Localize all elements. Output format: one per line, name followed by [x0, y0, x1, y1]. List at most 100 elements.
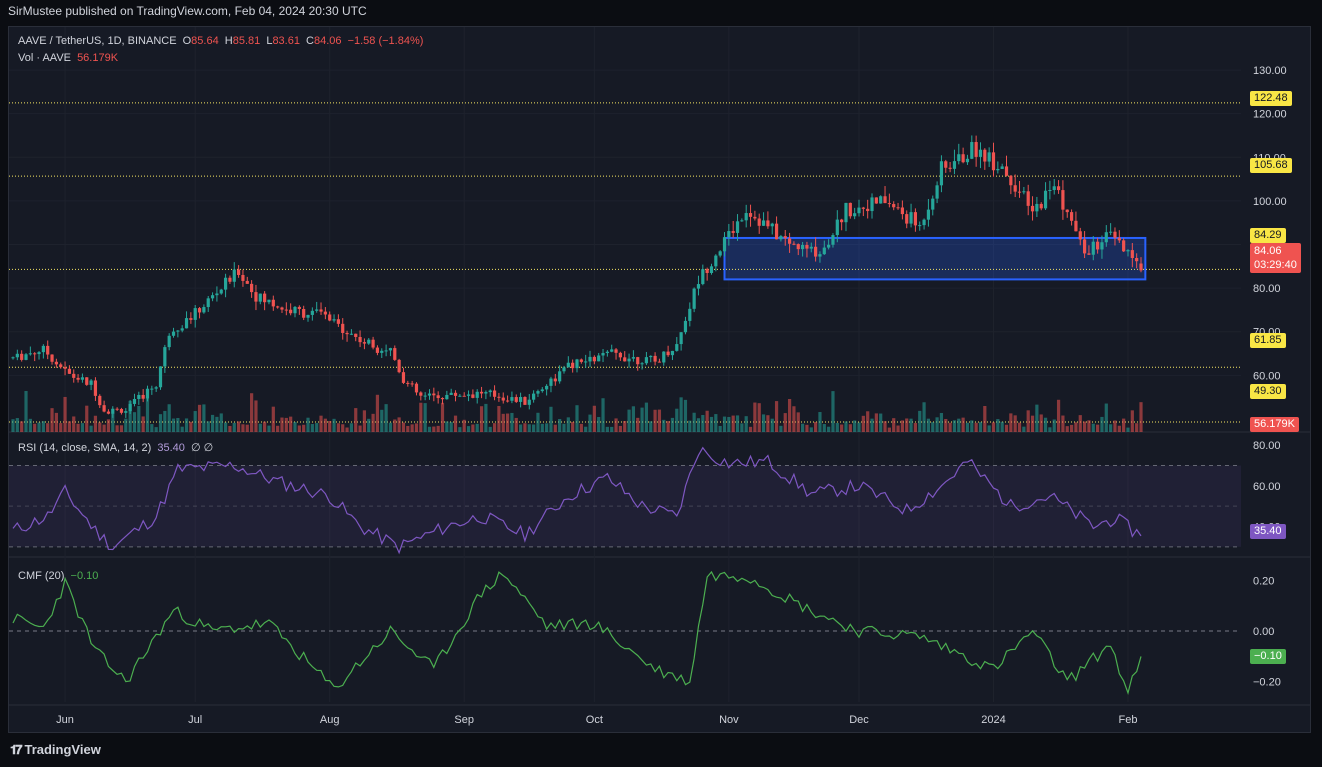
volume-bar — [1135, 423, 1139, 432]
tradingview-logo-icon: 𝟏𝟕 — [10, 742, 23, 757]
volume-bar — [410, 424, 414, 432]
volume-bar — [423, 403, 427, 432]
volume-bar — [171, 418, 176, 432]
volume-bar — [957, 418, 961, 432]
candle — [831, 235, 835, 245]
volume-bar — [362, 410, 367, 432]
volume-bar — [1017, 422, 1022, 432]
candle — [675, 344, 679, 351]
candle — [1009, 175, 1013, 186]
volume-bar — [193, 411, 197, 432]
candle — [935, 185, 939, 199]
volume-bar — [1035, 404, 1039, 432]
volume-bar — [909, 418, 913, 432]
candle — [419, 392, 423, 396]
volume-bar — [184, 418, 189, 432]
candle — [232, 269, 236, 282]
volume-bar — [306, 417, 310, 432]
volume-bar — [20, 421, 24, 432]
volume-bar — [783, 413, 787, 432]
volume-bar — [388, 422, 393, 432]
candle — [124, 411, 128, 413]
candle — [887, 203, 891, 205]
candle — [905, 214, 909, 224]
candle — [892, 204, 896, 208]
volume-bar — [896, 425, 900, 432]
candle — [293, 306, 297, 314]
candle — [492, 390, 497, 397]
volume-bar — [787, 399, 792, 432]
volume-bar — [996, 419, 1000, 432]
candle — [978, 149, 983, 157]
tradingview-brand[interactable]: 𝟏𝟕 TradingView — [10, 742, 101, 758]
volume-bar — [809, 427, 813, 432]
time-tick-label: Jul — [188, 714, 202, 726]
volume-bar — [1013, 415, 1017, 432]
candle — [983, 149, 987, 162]
candle — [406, 382, 410, 384]
volume-legend: Vol · AAVE 56.179K — [18, 52, 121, 64]
cmf-value: −0.10 — [70, 570, 99, 582]
candle — [1030, 205, 1035, 212]
chart-canvas[interactable]: 130.00120.00110.00100.0090.0080.0070.006… — [9, 27, 1310, 732]
volume-bar — [866, 411, 870, 432]
candle — [748, 213, 753, 217]
volume-bar — [579, 423, 583, 432]
candle — [501, 397, 505, 401]
candle — [228, 277, 232, 282]
candle — [466, 394, 471, 396]
volume-bar — [1069, 424, 1074, 432]
volume-bar — [150, 424, 154, 432]
candle — [306, 314, 310, 318]
volume-bar — [510, 412, 514, 432]
candle — [562, 367, 566, 372]
candle — [497, 396, 501, 398]
candle — [649, 355, 653, 358]
volume-bar — [1065, 426, 1069, 432]
candle — [1061, 190, 1065, 210]
volume-bar — [709, 416, 714, 432]
volume-bar — [887, 427, 891, 432]
volume-bar — [1078, 415, 1082, 432]
candle — [922, 219, 926, 226]
volume-bar — [631, 406, 635, 432]
candle — [805, 244, 809, 249]
volume-bar — [540, 423, 544, 432]
brand-text: TradingView — [24, 742, 101, 757]
candle — [141, 394, 145, 399]
candle — [558, 371, 562, 382]
volume-bar — [1113, 420, 1117, 432]
candle — [388, 348, 393, 351]
volume-bar — [176, 418, 180, 432]
candle — [540, 389, 544, 392]
candle — [258, 293, 262, 302]
candle — [1069, 212, 1074, 221]
chart-frame[interactable]: 130.00120.00110.00100.0090.0080.0070.006… — [8, 26, 1311, 733]
candle — [952, 161, 957, 169]
volume-bar — [137, 405, 141, 432]
volume-bar — [931, 422, 935, 432]
volume-bar — [380, 409, 384, 432]
candle — [883, 196, 887, 204]
candle — [1135, 257, 1139, 262]
candle — [740, 220, 744, 222]
publisher-line: SirMustee published on TradingView.com, … — [8, 4, 367, 18]
volume-bar — [479, 406, 484, 432]
volume-bar — [488, 426, 492, 432]
candle — [549, 378, 553, 386]
volume-bar — [427, 426, 432, 432]
candle — [111, 408, 115, 414]
candle — [1022, 191, 1026, 193]
candle — [93, 380, 98, 396]
candle — [1130, 250, 1134, 258]
volume-bar — [76, 423, 80, 432]
candle — [276, 306, 280, 308]
candle — [857, 207, 861, 214]
volume-bar — [861, 415, 865, 432]
candle — [714, 255, 718, 267]
candle — [636, 357, 640, 365]
low-value: 83.61 — [272, 35, 300, 47]
volume-bar — [397, 417, 401, 432]
candle — [24, 354, 28, 360]
candle — [72, 373, 76, 378]
